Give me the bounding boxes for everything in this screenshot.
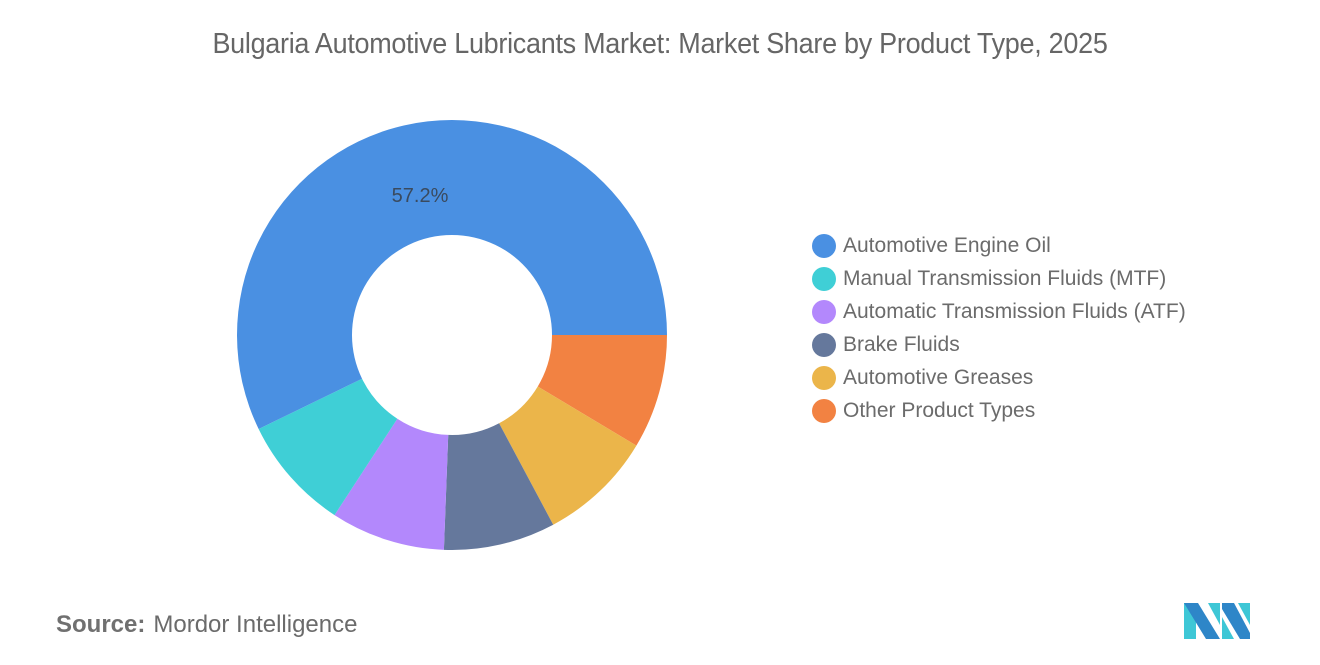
legend-label: Automotive Engine Oil xyxy=(843,233,1051,257)
chart-legend: Automotive Engine Oil Manual Transmissio… xyxy=(812,229,1186,427)
legend-swatch-icon xyxy=(812,332,836,357)
slice-brake-fluids[interactable] xyxy=(443,423,554,550)
legend-swatch-icon xyxy=(812,233,836,258)
legend-item-mtf[interactable]: Manual Transmission Fluids (MTF) xyxy=(812,262,1186,295)
legend-label: Other Product Types xyxy=(843,398,1036,422)
legend-item-brake-fluids[interactable]: Brake Fluids xyxy=(812,328,1186,361)
legend-swatch-icon xyxy=(812,266,836,291)
legend-swatch-icon xyxy=(812,365,836,390)
source-note: Source: Mordor Intelligence xyxy=(56,611,357,639)
legend-item-engine-oil[interactable]: Automotive Engine Oil xyxy=(812,229,1186,262)
legend-swatch-icon xyxy=(812,299,836,324)
slice-engine-oil[interactable] xyxy=(237,120,667,429)
legend-item-greases[interactable]: Automotive Greases xyxy=(812,361,1186,394)
donut-chart: 57.2% xyxy=(237,120,667,550)
legend-label: Automatic Transmission Fluids (ATF) xyxy=(843,299,1186,323)
slice-greases[interactable] xyxy=(499,386,637,525)
slice-mtf[interactable] xyxy=(258,378,398,516)
legend-label: Brake Fluids xyxy=(843,332,960,356)
slice-data-label: 57.2% xyxy=(392,185,449,207)
legend-swatch-icon xyxy=(812,398,836,423)
legend-item-other[interactable]: Other Product Types xyxy=(812,394,1186,427)
slice-atf[interactable] xyxy=(334,418,449,550)
donut-slices xyxy=(237,120,667,550)
mordor-intelligence-logo-icon xyxy=(1184,603,1250,639)
legend-label: Manual Transmission Fluids (MTF) xyxy=(843,266,1167,290)
chart-title: Bulgaria Automotive Lubricants Market: M… xyxy=(212,28,1108,60)
slice-other[interactable] xyxy=(537,335,667,446)
source-label: Source: xyxy=(56,611,146,638)
legend-label: Automotive Greases xyxy=(843,365,1034,389)
source-value: Mordor Intelligence xyxy=(153,611,358,638)
legend-item-atf[interactable]: Automatic Transmission Fluids (ATF) xyxy=(812,295,1186,328)
